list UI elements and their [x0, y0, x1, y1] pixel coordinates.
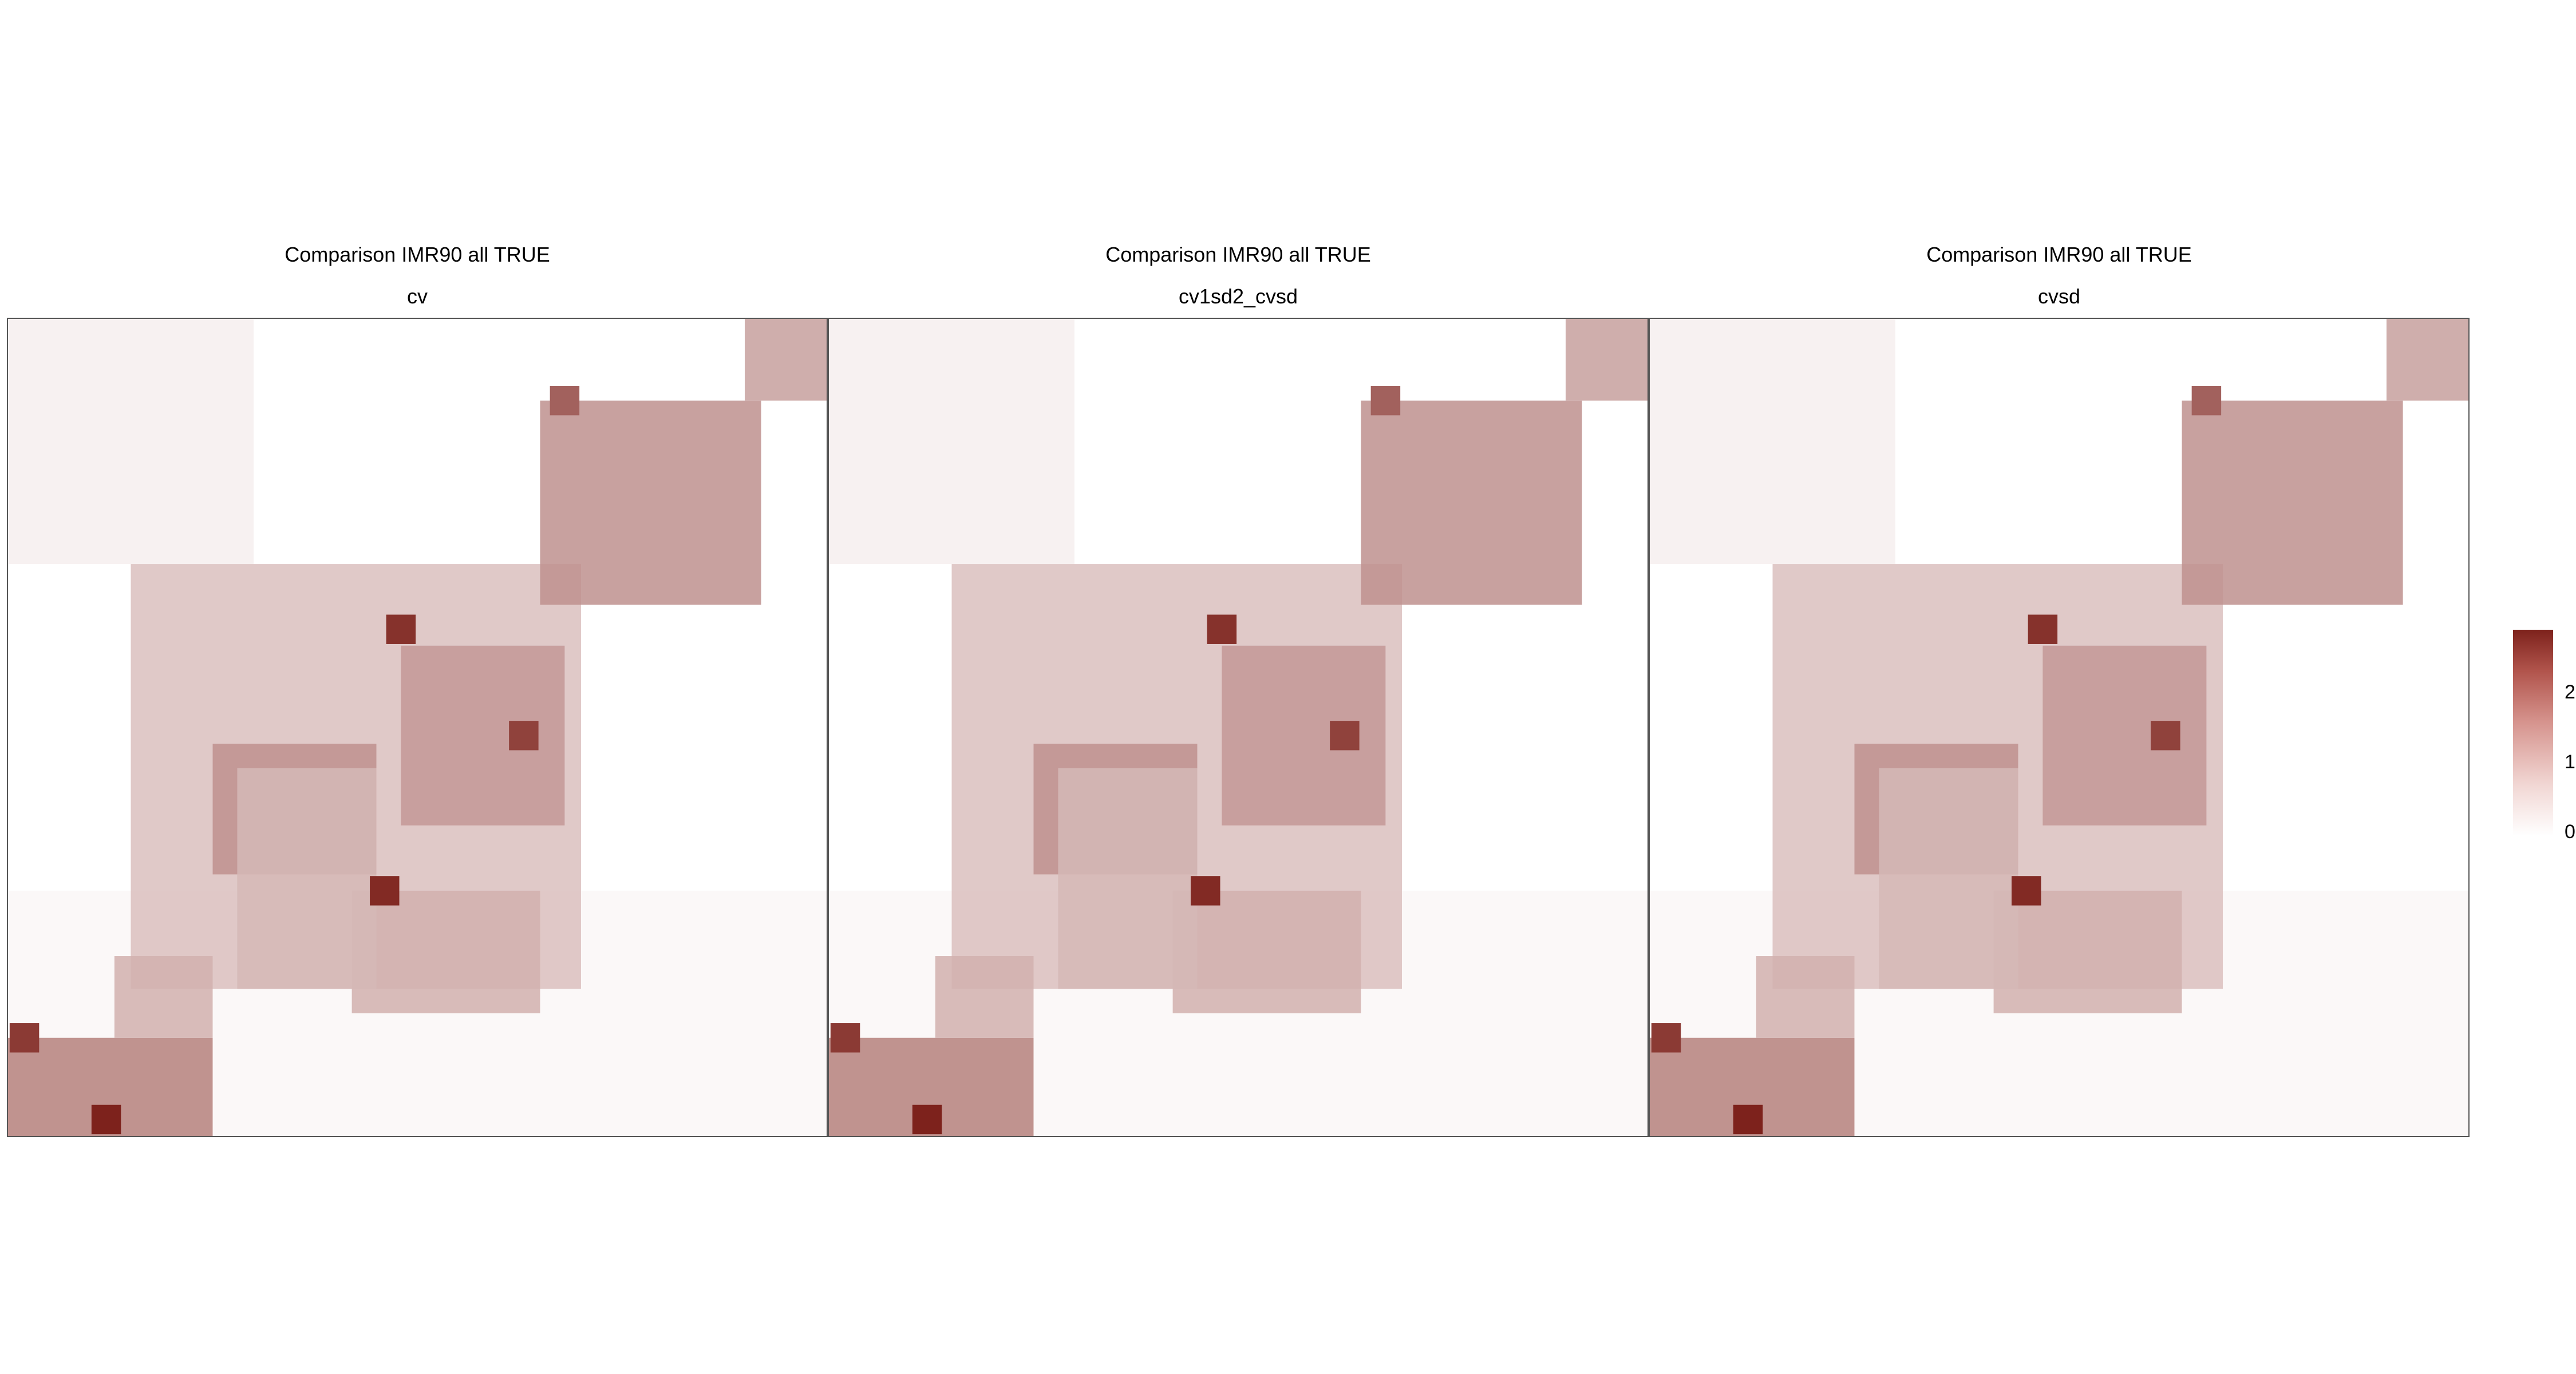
- colorbar-label-0: 0: [2565, 821, 2575, 843]
- panel-2-subtitle: cv1sd2_cvsd: [1178, 285, 1298, 308]
- colorbar-tick-0: [2553, 831, 2560, 832]
- heatmap-peak: [1733, 1104, 1763, 1135]
- heatmap-panel-3: [1649, 318, 2470, 1137]
- heatmap-block: [935, 956, 1034, 1038]
- heatmap-block: [1566, 319, 1647, 401]
- colorbar-tick-1: [2553, 761, 2560, 763]
- heatmap-block: [1993, 890, 2182, 1013]
- heatmap-block: [8, 319, 254, 564]
- heatmap-peak: [91, 1104, 121, 1135]
- heatmap-block: [351, 890, 540, 1013]
- heatmap-peak: [509, 721, 539, 751]
- colorbar-label-1: 1: [2565, 751, 2575, 773]
- heatmap-peak: [830, 1023, 860, 1053]
- heatmap-block: [1879, 768, 2018, 989]
- heatmap-block: [1756, 956, 1855, 1038]
- heatmap-block: [2042, 645, 2207, 826]
- colorbar: [2513, 630, 2553, 836]
- heatmap-peak: [2012, 876, 2041, 906]
- heatmap-peak: [370, 876, 400, 906]
- heatmap-peak: [2151, 721, 2180, 751]
- heatmap-block: [237, 768, 377, 989]
- heatmap-block: [1650, 319, 1895, 564]
- heatmap-peak: [1370, 386, 1401, 416]
- panel-3-subtitle: cvsd: [2037, 285, 2081, 308]
- heatmap-1-svg: [8, 319, 827, 1136]
- panel-3-title: Comparison IMR90 all TRUE: [1926, 243, 2192, 266]
- heatmap-peak: [9, 1023, 39, 1053]
- heatmap-block: [401, 645, 565, 826]
- colorbar-tick-2: [2553, 692, 2560, 693]
- heatmap-peak: [1330, 721, 1360, 751]
- heatmap-block: [1172, 890, 1361, 1013]
- heatmap-block: [745, 319, 827, 401]
- heatmap-block: [1058, 768, 1198, 989]
- heatmap-3-svg: [1650, 319, 2468, 1136]
- heatmap-peak: [1207, 614, 1237, 644]
- heatmap-panel-1: [7, 318, 828, 1137]
- heatmap-peak: [1191, 876, 1220, 906]
- heatmap-peak: [2191, 386, 2222, 416]
- heatmap-block: [1222, 645, 1386, 826]
- heatmap-2-svg: [829, 319, 1647, 1136]
- heatmap-block: [540, 400, 761, 605]
- heatmap-block: [2182, 400, 2403, 605]
- heatmap-peak: [912, 1104, 942, 1135]
- panel-1-title: Comparison IMR90 all TRUE: [285, 243, 550, 266]
- heatmap-peak: [2028, 614, 2058, 644]
- colorbar-label-2: 2: [2565, 681, 2575, 703]
- heatmap-block: [114, 956, 213, 1038]
- heatmap-block: [829, 319, 1074, 564]
- heatmap-block: [1361, 400, 1582, 605]
- panel-1-subtitle: cv: [407, 285, 428, 308]
- heatmap-block: [2387, 319, 2468, 401]
- heatmap-peak: [386, 614, 416, 644]
- heatmap-peak: [1651, 1023, 1681, 1053]
- heatmap-panel-2: [828, 318, 1649, 1137]
- heatmap-peak: [550, 386, 580, 416]
- panel-2-title: Comparison IMR90 all TRUE: [1105, 243, 1371, 266]
